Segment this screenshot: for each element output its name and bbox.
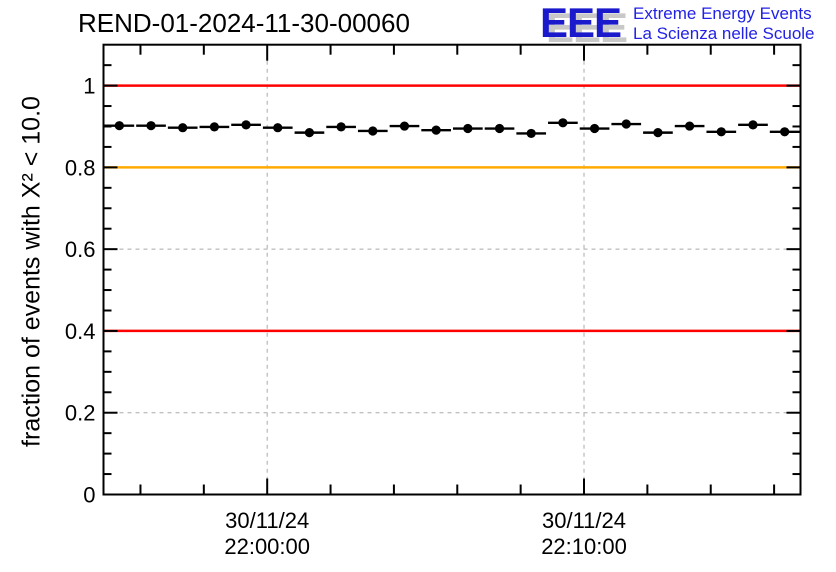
- data-point-marker: [399, 121, 410, 131]
- y-tick-label: 0.8: [65, 155, 96, 180]
- logo-subtitle-line1: Extreme Energy Events: [633, 4, 812, 23]
- data-point-marker: [621, 119, 631, 129]
- plot-frame: [102, 43, 802, 496]
- data-point-marker: [558, 118, 568, 128]
- eee-logo: EEE Extreme Energy Events La Scienza nel…: [540, 0, 815, 46]
- data-point-marker: [494, 123, 505, 134]
- y-tick-label: 0: [83, 483, 95, 508]
- data-point-marker: [304, 128, 315, 138]
- data-point-marker: [178, 123, 188, 133]
- chart-title: REND-01-2024-11-30-00060: [78, 8, 410, 38]
- data-point-marker: [748, 120, 758, 130]
- data-point-marker: [780, 127, 790, 137]
- logo-subtitle-line2: La Scienza nelle Scuole: [633, 24, 815, 43]
- data-point-marker: [241, 120, 251, 130]
- data-point-marker: [273, 123, 283, 133]
- eee-logo-subtitles: Extreme Energy Events La Scienza nelle S…: [633, 4, 814, 44]
- data-point-marker: [336, 122, 346, 132]
- y-tick-label: 0.2: [65, 401, 96, 426]
- data-point-marker: [685, 121, 695, 131]
- data-point-marker: [653, 128, 663, 138]
- data-point-marker: [146, 121, 156, 131]
- data-point-marker: [526, 128, 536, 139]
- eee-logo-icon: EEE: [540, 0, 622, 46]
- data-point-marker: [114, 121, 124, 131]
- data-point-marker: [431, 125, 441, 135]
- data-point-marker: [368, 126, 378, 136]
- data-point-marker: [463, 123, 473, 134]
- data-point-marker: [209, 122, 219, 132]
- y-tick-label: 1: [83, 74, 95, 99]
- data-point-marker: [589, 123, 600, 134]
- data-point-marker: [716, 127, 726, 137]
- x-tick-label-time: 22:10:00: [541, 534, 627, 559]
- y-tick-label: 0.6: [65, 237, 96, 262]
- x-tick-label-date: 30/11/24: [225, 508, 309, 533]
- x-tick-label-date: 30/11/24: [542, 508, 626, 533]
- y-tick-label: 0.4: [65, 319, 96, 344]
- x-tick-label-time: 22:00:00: [224, 534, 310, 559]
